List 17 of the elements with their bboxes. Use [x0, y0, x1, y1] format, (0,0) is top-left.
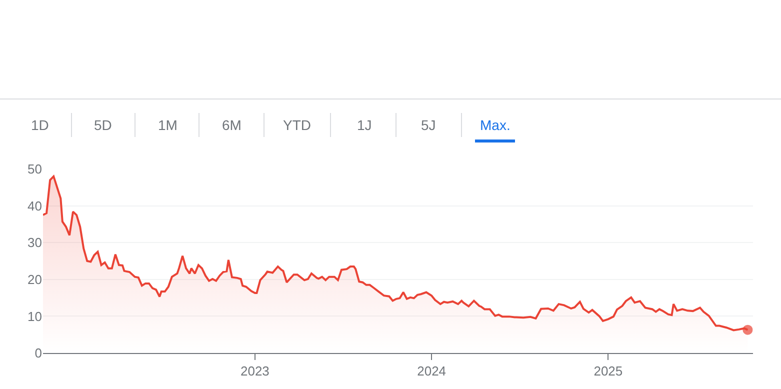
text: 5D: [94, 117, 112, 133]
y-tick-label: 0: [34, 346, 42, 361]
y-tick-label: 10: [28, 308, 42, 324]
text: 6M: [222, 117, 242, 133]
text: Max.: [480, 117, 510, 133]
y-tick-label: 50: [28, 162, 42, 177]
text: 1J: [357, 117, 372, 133]
x-tick-label: 2024: [417, 364, 446, 379]
text: 1M: [158, 117, 178, 133]
text: 1D: [31, 117, 49, 133]
y-tick-label: 30: [28, 235, 42, 250]
text: 5J: [421, 117, 436, 133]
y-tick-label: 40: [28, 198, 42, 214]
x-tick-label: 2025: [594, 364, 623, 379]
x-tick-label: 2023: [240, 364, 270, 379]
y-tick-label: 20: [28, 272, 42, 287]
text: YTD: [283, 117, 311, 133]
